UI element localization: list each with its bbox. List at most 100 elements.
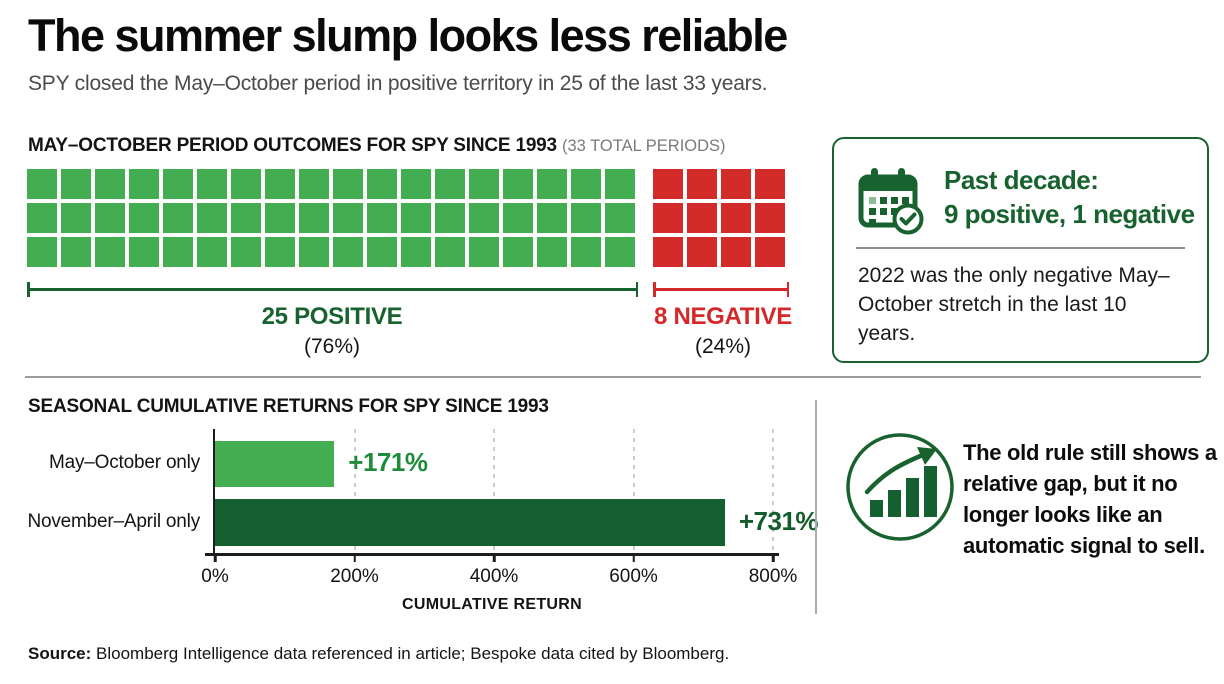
waffle-square [333,169,363,199]
x-tick-label-600: 600% [609,566,658,587]
waffle-square [537,169,567,199]
waffle-square [61,169,91,199]
waffle-square [653,169,683,199]
bar-section-heading: SEASONAL CUMULATIVE RETURNS FOR SPY SINC… [28,396,549,417]
waffle-square [61,203,91,233]
waffle-square [687,203,717,233]
x-tick-label-200: 200% [330,566,379,587]
past-decade-title: Past decade: [944,165,1099,195]
positive-percent-label: (76%) [303,335,361,358]
waffle-square [129,203,159,233]
bracket-tick-left [27,282,30,297]
gridline-800 [772,429,774,553]
waffle-square [163,203,193,233]
waffle-square [129,237,159,267]
waffle-square [163,237,193,267]
waffle-square [605,237,635,267]
waffle-square [95,203,125,233]
bar-value-november-april: +731% [738,506,819,536]
waffle-square [95,237,125,267]
calendar-check-icon [856,165,926,240]
waffle-heading-note: (33 TOTAL PERIODS) [562,137,726,155]
bracket-tick-right [635,282,638,297]
bar-category-label-november-april: November–April only [27,511,200,532]
waffle-square [401,203,431,233]
waffle-grid-negative [653,169,785,267]
waffle-square [469,203,499,233]
waffle-square [367,237,397,267]
waffle-square [197,203,227,233]
x-tick [771,553,775,562]
x-tick [213,553,217,562]
waffle-square [27,203,57,233]
bar-chart-plot-area: +171% +731% 0% 200% 400% 600% 800% [201,429,819,587]
waffle-square [571,203,601,233]
waffle-square [503,169,533,199]
card-divider [856,247,1185,249]
past-decade-body: 2022 was the only negative May–October s… [858,264,1170,345]
waffle-square [469,169,499,199]
waffle-square [231,237,261,267]
negative-percent-label: (24%) [694,335,752,358]
gridline-400 [493,429,495,553]
x-tick [632,553,635,562]
waffle-square [367,203,397,233]
waffle-square [299,237,329,267]
waffle-square [333,237,363,267]
waffle-square [435,237,465,267]
waffle-square [435,203,465,233]
negative-bracket [653,282,789,297]
waffle-square [687,169,717,199]
waffle-square [755,169,785,199]
past-decade-stat: 9 positive, 1 negative [944,199,1195,229]
bar-may-october [215,441,335,487]
waffle-square [503,237,533,267]
waffle-square [61,237,91,267]
waffle-square [401,169,431,199]
x-tick-label-400: 400% [469,566,519,587]
x-tick-label-800: 800% [748,566,798,587]
waffle-square [299,203,329,233]
gridline-600 [632,429,635,553]
waffle-square [27,169,57,199]
waffle-square [537,237,567,267]
bracket-tick-left [653,282,656,297]
section-divider [25,376,1201,378]
source-line: Source: Bloomberg Intelligence data refe… [28,644,729,664]
positive-count-label: 25 POSITIVE [261,303,403,330]
waffle-square [503,203,533,233]
waffle-square [721,237,751,267]
waffle-square [571,169,601,199]
bracket-tick-right [786,282,789,297]
source-text: Bloomberg Intelligence data referenced i… [96,644,730,663]
waffle-square [653,203,683,233]
positive-bracket [27,282,638,297]
waffle-heading-text: MAY–OCTOBER PERIOD OUTCOMES FOR SPY SINC… [28,135,557,156]
waffle-square [469,237,499,267]
waffle-square [299,169,329,199]
page-subtitle: SPY closed the May–October period in pos… [28,72,768,95]
x-axis-line [205,553,779,556]
waffle-grid-positive [27,169,635,267]
waffle-square [265,169,295,199]
waffle-square [435,169,465,199]
insight-text: The old rule still shows a relative gap,… [963,440,1217,558]
x-tick [353,553,356,562]
gridline-200 [353,429,356,553]
waffle-square [571,237,601,267]
bar-value-may-october: +171% [348,447,428,477]
waffle-square [721,169,751,199]
waffle-square [653,237,683,267]
x-axis-title: CUMULATIVE RETURN [402,596,582,613]
bar-november-april [215,499,725,546]
waffle-square [721,203,751,233]
bar-category-label-may-october: May–October only [49,452,200,473]
growth-trend-icon [843,430,957,549]
waffle-square [265,237,295,267]
waffle-square [605,203,635,233]
waffle-square [755,237,785,267]
waffle-section-heading: MAY–OCTOBER PERIOD OUTCOMES FOR SPY SINC… [28,135,726,157]
waffle-square [367,169,397,199]
waffle-square [605,169,635,199]
